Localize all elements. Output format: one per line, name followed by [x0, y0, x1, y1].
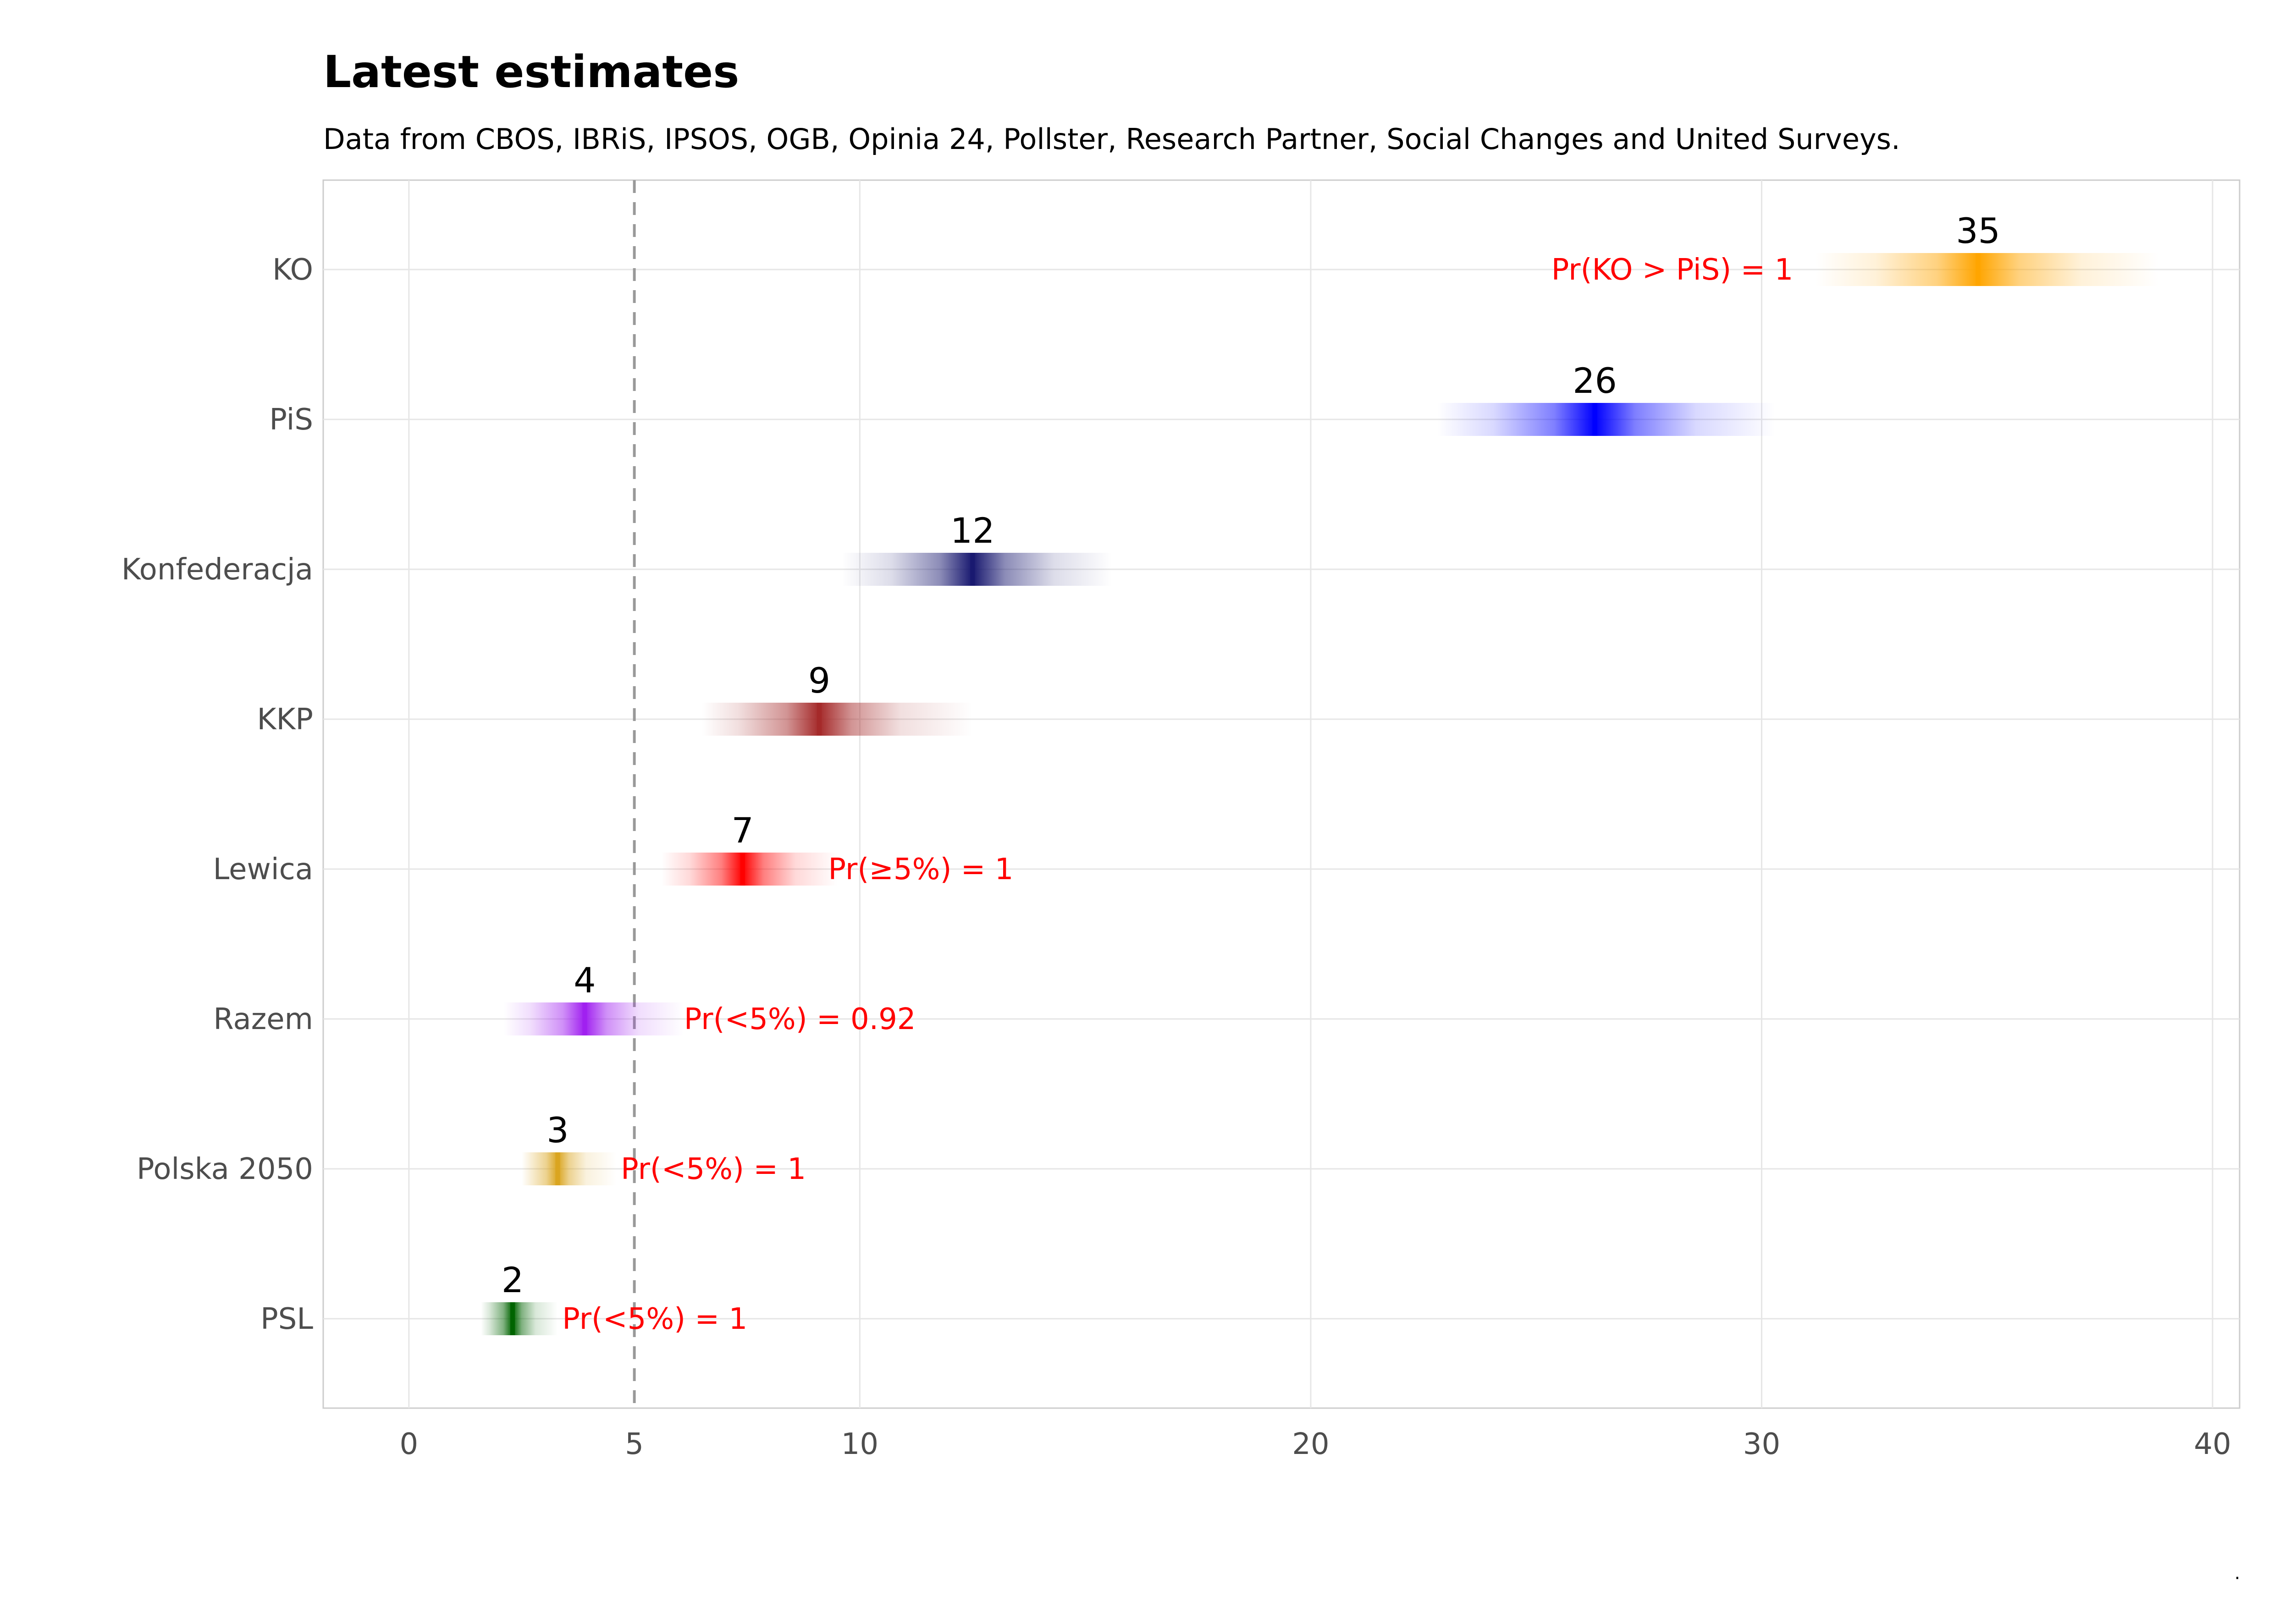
estimate-point	[817, 703, 822, 736]
party-label: Razem	[213, 1002, 313, 1036]
estimate-bar	[1437, 403, 1775, 436]
estimate-point	[740, 853, 745, 886]
x-tick-label: 10	[841, 1427, 878, 1461]
estimate-point	[582, 1002, 587, 1035]
value-label: 7	[732, 810, 754, 851]
party-label: KO	[272, 253, 313, 287]
estimate-bar	[481, 1302, 558, 1335]
probability-label: Pr(KO > PiS) = 1	[1551, 253, 1794, 287]
x-tick-label: 20	[1292, 1427, 1329, 1461]
party-label: PSL	[260, 1302, 313, 1336]
value-label: 12	[950, 510, 995, 551]
estimate-point	[510, 1302, 515, 1335]
gridlines	[323, 180, 2240, 1408]
chart-title: Latest estimates	[323, 46, 739, 98]
party-label: KKP	[257, 703, 313, 737]
estimate-point	[970, 553, 975, 586]
party-label: Lewica	[213, 853, 313, 886]
chart-subtitle: Data from CBOS, IBRiS, IPSOS, OGB, Opini…	[323, 122, 1900, 156]
estimate-bar	[842, 553, 1113, 586]
value-label: 3	[546, 1110, 568, 1151]
estimate-bar	[1816, 253, 2158, 286]
x-tick-label: 0	[400, 1427, 419, 1461]
value-label: 9	[808, 660, 830, 701]
estimate-bar	[702, 703, 973, 736]
probability-label: Pr(<5%) = 1	[621, 1152, 806, 1186]
probability-label: Pr(<5%) = 1	[562, 1302, 747, 1336]
labels: 0 5 10 20 30 40 KO PiS Konfederacja KKP Lewica Raze…	[121, 210, 2231, 1461]
estimate-point	[1592, 403, 1597, 436]
x-tick-label: 30	[1743, 1427, 1780, 1461]
x-tick-label: 5	[625, 1427, 644, 1461]
estimate-bar	[503, 1002, 684, 1035]
value-label: 26	[1573, 360, 1617, 401]
estimate-bars	[481, 253, 2158, 1335]
footnote: .	[2235, 1563, 2241, 1584]
estimate-bar	[661, 853, 838, 886]
value-label: 4	[574, 960, 596, 1001]
probability-label: Pr(<5%) = 0.92	[684, 1002, 916, 1036]
value-label: 2	[502, 1260, 524, 1300]
x-tick-label: 40	[2194, 1427, 2231, 1461]
estimate-point	[555, 1152, 560, 1185]
party-label: Polska 2050	[137, 1152, 313, 1186]
probability-label: Pr(≥5%) = 1	[828, 853, 1014, 886]
plot-panel-border	[322, 179, 2241, 1409]
value-label: 35	[1956, 210, 2000, 251]
estimate-bar	[521, 1152, 617, 1185]
estimate-point	[1976, 253, 1981, 286]
party-label: Konfederacja	[121, 553, 313, 587]
party-label: PiS	[269, 403, 313, 437]
